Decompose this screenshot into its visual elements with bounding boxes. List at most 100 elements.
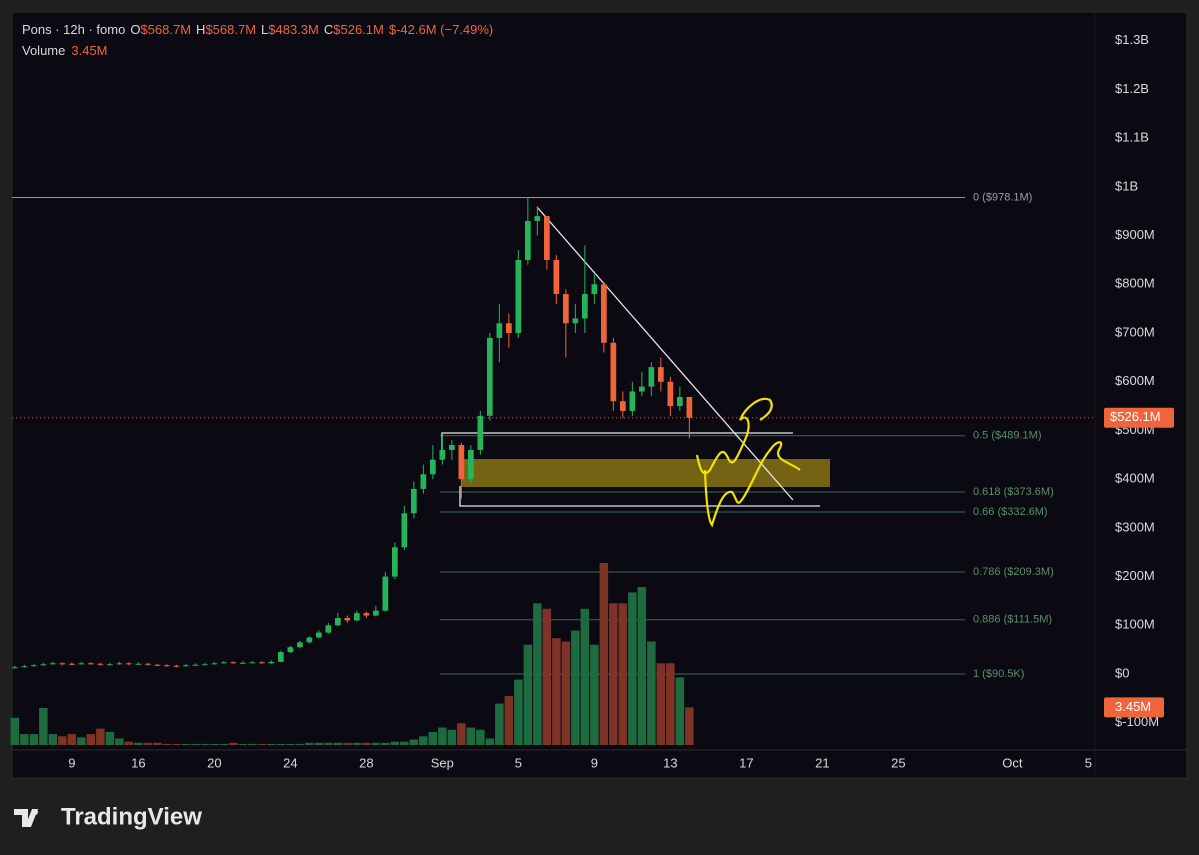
fib-label: 0.786 ($209.3M) (973, 566, 1054, 578)
volume-bar (238, 743, 248, 745)
volume-bar (666, 663, 675, 745)
x-tick-label: 9 (68, 755, 75, 770)
x-tick-label: 20 (207, 755, 221, 770)
volume-bar (514, 679, 523, 745)
volume-bar (371, 742, 381, 745)
volume-bar (67, 734, 77, 745)
squiggle (695, 397, 773, 475)
candle-body (88, 663, 94, 665)
candle-body (677, 396, 683, 407)
volume-bar (637, 586, 647, 745)
candle-body (686, 396, 693, 418)
volume-bar (628, 592, 637, 745)
volume-bar (656, 663, 666, 745)
candle-body (439, 449, 446, 460)
candle-body (135, 663, 142, 665)
volume-bar (276, 743, 286, 745)
volume-bar (457, 723, 466, 745)
volume-bar (96, 728, 105, 745)
volume-bar (181, 743, 191, 745)
y-tick-label: $300M (1115, 519, 1155, 534)
candle-body (591, 284, 598, 295)
volume-bar (409, 739, 419, 745)
volume-bar (609, 603, 618, 745)
candle-body (544, 216, 550, 260)
candle-body (525, 220, 531, 260)
candle-body (534, 216, 541, 221)
candle-body (126, 663, 132, 665)
volume-bar (466, 727, 476, 745)
volume-bar (267, 743, 276, 745)
volume-bar (590, 644, 599, 745)
volume-bar (561, 641, 571, 745)
volume-bar (599, 563, 609, 745)
legend-key: Volume (22, 43, 65, 58)
candle-body (268, 661, 275, 664)
volume-bar (485, 738, 495, 745)
volume-layer (10, 563, 694, 745)
volume-legend: Volume 3.45M (22, 43, 108, 58)
candle-body (183, 665, 189, 667)
volume-bar (647, 641, 656, 745)
volume-bar (428, 731, 438, 745)
candle-body (259, 662, 265, 664)
candle-body (449, 445, 455, 450)
volume-bar (115, 738, 124, 745)
volume-bar (10, 717, 20, 745)
candle-body (563, 294, 569, 324)
candle-body (373, 610, 379, 616)
candle-body (477, 415, 484, 450)
volume-bar (476, 729, 485, 745)
volume-bar (343, 742, 352, 745)
volume-bar (200, 743, 210, 745)
volume-bar (552, 638, 561, 745)
brand-logo: TradingView (14, 803, 202, 830)
candle-body (164, 665, 170, 667)
legend-value: $483.3M (268, 22, 319, 37)
candle-body (648, 367, 655, 387)
candle-body (97, 663, 104, 665)
y-tick-label: $1.2B (1115, 81, 1149, 96)
fib-label: 0.66 ($332.6M) (973, 506, 1048, 518)
candle-body (658, 367, 664, 382)
candle-body (240, 662, 246, 664)
volume-bar (400, 741, 409, 745)
volume-bar (105, 731, 115, 745)
candle-body (629, 391, 636, 411)
volume-bar (210, 743, 219, 745)
candle-body (278, 652, 284, 662)
squiggle (703, 441, 801, 528)
x-tick-label: 25 (891, 755, 905, 770)
candle-body (401, 513, 408, 548)
legend-key: O (130, 22, 140, 37)
legend-value: $526.1M (333, 22, 384, 37)
candle-body (192, 664, 199, 666)
y-tick-label: $100M (1115, 617, 1155, 632)
volume-bar (438, 727, 447, 745)
fib-label: 0.618 ($373.6M) (973, 486, 1054, 498)
volume-bar (162, 743, 172, 745)
candle-body (12, 667, 18, 669)
candle-body (40, 664, 47, 666)
candle-body (59, 663, 66, 665)
candle-body (145, 663, 151, 665)
candle-body (610, 342, 617, 402)
volume-bar (533, 603, 542, 745)
volume-bar (542, 608, 552, 745)
y-tick-label: $1.1B (1115, 130, 1149, 145)
legend-value: $568.7M (205, 22, 256, 37)
brand: TradingView (61, 803, 202, 830)
candle-body (21, 666, 28, 668)
candle-body (230, 662, 237, 664)
legend-key: C (324, 22, 333, 37)
volume-bar (172, 743, 181, 745)
candle-body (363, 613, 370, 616)
candle-body (69, 663, 75, 665)
candle-body (620, 401, 626, 411)
volume-bar (191, 743, 200, 745)
fib-label: 0.886 ($111.5M) (973, 614, 1052, 626)
volume-bar (419, 736, 428, 745)
candle-body (335, 617, 341, 626)
candle-body (107, 664, 113, 666)
x-tick-label: 13 (663, 755, 677, 770)
